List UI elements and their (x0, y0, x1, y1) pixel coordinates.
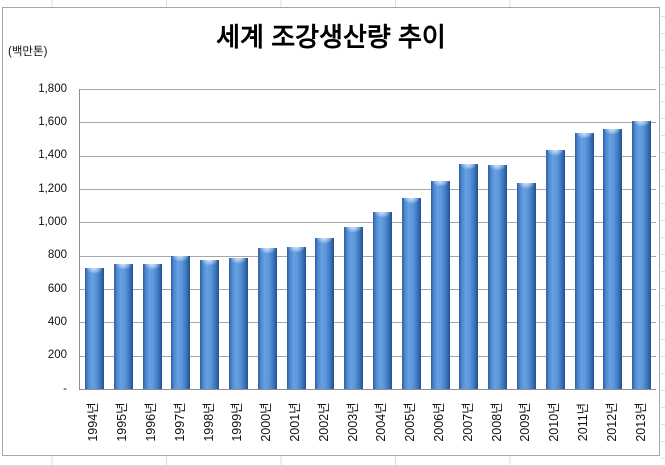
y-gridline-1400 (80, 155, 656, 157)
bar-2011년 (574, 132, 594, 389)
bar-2010년 (545, 150, 565, 389)
bar-2004년 (372, 211, 392, 389)
x-axis-category-label: 2001년 (288, 402, 302, 442)
x-axis-category-label: 1997년 (172, 402, 187, 442)
x-axis-category-label: 1999년 (230, 402, 245, 442)
x-axis-category-label: 2006년 (432, 402, 446, 442)
y-axis-tick-label: 1,400 (38, 149, 67, 162)
bar-1994년 (84, 268, 104, 389)
x-axis-category-label: 2013년 (633, 402, 648, 442)
bar-2008년 (488, 165, 508, 389)
bar-1995년 (113, 263, 133, 389)
x-axis-category-label: 1996년 (144, 402, 158, 442)
x-axis-category-label: 2003년 (345, 402, 360, 442)
bar-1997년 (171, 255, 191, 389)
y-axis-tick-label: 200 (47, 349, 67, 362)
chart-title: 세계 조강생산량 추이 (216, 22, 446, 52)
y-gridline-1600 (80, 122, 656, 124)
x-axis-category-label: 2011년 (576, 402, 590, 442)
bar-2001년 (286, 247, 306, 389)
x-axis-category-label: 2002년 (316, 402, 331, 442)
y-gridline-400 (80, 322, 656, 324)
bar-1996년 (142, 264, 162, 389)
y-axis-tick-label: 1,800 (38, 82, 67, 95)
y-gridline-1000 (80, 222, 656, 224)
bar-1999년 (228, 257, 248, 389)
chart-object[interactable]: 세계 조강생산량 추이 (백만톤) 1,800 1,600 1,400 1,200 1,… (2, 7, 660, 456)
y-axis-tick-label: - (63, 382, 67, 395)
bar-1998년 (200, 259, 220, 389)
bar-2000년 (257, 247, 277, 389)
y-axis-unit-label: (백만톤) (8, 46, 48, 58)
x-axis-category-label: 1994년 (86, 402, 101, 442)
x-axis-category-label: 1998년 (201, 402, 216, 442)
x-axis-category-label: 2009년 (518, 402, 533, 442)
bar-2003년 (344, 227, 364, 389)
bar-2012년 (603, 129, 623, 389)
y-axis-tick-label: 1,600 (38, 115, 67, 128)
bar-2006년 (430, 180, 450, 389)
spreadsheet-gridlines-bottom (0, 456, 665, 466)
y-axis-tick-label: 400 (47, 315, 67, 328)
spreadsheet-gridlines-top (0, 0, 665, 7)
y-gridline-1800 (80, 89, 656, 90)
x-axis-category-label: 2007년 (460, 402, 475, 442)
y-gridline-600 (80, 289, 656, 290)
bar-2007년 (459, 164, 479, 389)
bar-2013년 (632, 121, 652, 389)
bar-2005년 (401, 197, 421, 389)
x-axis-category-label: 2010년 (547, 402, 562, 442)
x-axis-category-label: 2012년 (604, 402, 619, 442)
x-axis-category-label: 1995년 (115, 402, 130, 442)
spreadsheet-gridlines-right (661, 0, 665, 466)
x-axis-category-label: 2008년 (489, 402, 504, 442)
bar-2002년 (315, 238, 335, 389)
plot-area (79, 89, 656, 390)
y-gridline-1200 (80, 189, 656, 190)
x-axis-category-label: 2005년 (403, 402, 418, 442)
y-gridline-200 (80, 355, 656, 357)
y-axis-tick-label: 600 (47, 282, 67, 295)
x-axis-category-label: 2004년 (374, 402, 389, 442)
y-axis-tick-label: 1,000 (38, 215, 67, 228)
x-axis-category-label: 2000년 (259, 402, 274, 442)
bar-2009년 (516, 182, 536, 389)
y-axis-tick-label: 800 (47, 249, 67, 262)
y-gridline-800 (80, 255, 656, 257)
y-axis-tick-label: 1,200 (38, 182, 67, 195)
